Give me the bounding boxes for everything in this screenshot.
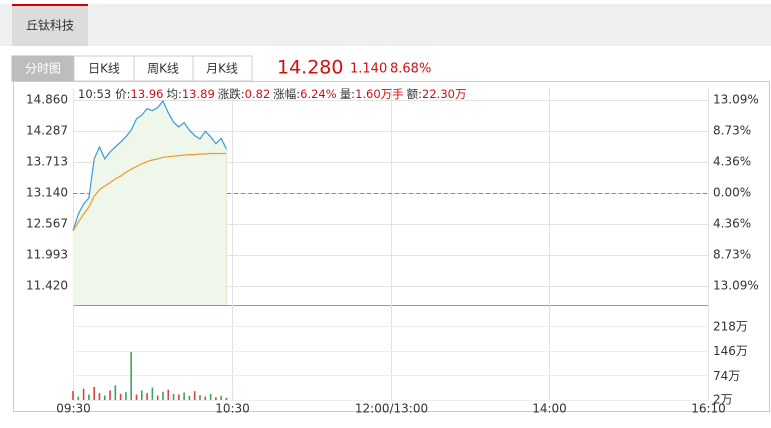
volume-bar (188, 395, 191, 400)
volume-bar (114, 385, 117, 400)
y-tick-label: 74万 (713, 369, 740, 383)
tab-label[interactable]: 日K线 (88, 62, 120, 76)
volume-bar (130, 351, 133, 400)
volume-bar (88, 394, 90, 400)
y-tick-label: 11.993 (26, 248, 68, 262)
volume-bar (140, 390, 143, 400)
volume-bar (72, 391, 74, 400)
info-value: 0.82 (245, 87, 271, 101)
tab-label[interactable]: 分时图 (25, 62, 61, 76)
volume-bar (109, 390, 111, 400)
change-percent: 8.68% (390, 62, 431, 77)
x-tick-label: 12:00/13:00 (355, 402, 428, 416)
volume-bar (220, 395, 222, 400)
tab-label[interactable]: 月K线 (206, 62, 238, 76)
tab-daily[interactable] (73, 55, 135, 82)
volume-bar (209, 393, 212, 400)
x-tick-label: 16:10 (691, 402, 726, 416)
info-label: 涨跌: (218, 87, 245, 101)
series-line (72, 99, 228, 232)
y2-tick-label: 4.36% (713, 154, 751, 168)
volume-bar (172, 393, 175, 400)
y-tick-label: 146万 (713, 344, 748, 358)
stock-name: 丘钛科技 (26, 18, 74, 33)
volume-bar (225, 397, 228, 400)
price: 14.280 (277, 57, 343, 79)
top-bar (0, 4, 771, 46)
volume-bar (119, 393, 122, 400)
x-tick-label: 14:00 (532, 402, 567, 416)
info-label: 额: (407, 87, 422, 101)
y2-tick-label: 4.36% (713, 216, 751, 230)
y-tick-label: 11.420 (26, 279, 68, 293)
volume-bar (178, 394, 180, 400)
volume-bar (82, 388, 85, 400)
volume-bar (199, 395, 201, 400)
x-tick-label: 10:30 (215, 402, 250, 416)
y2-tick-label: 13.09% (713, 92, 759, 106)
info-value: 1.60万手 (355, 87, 404, 101)
info-label: 量: (340, 87, 355, 101)
info-label: 均: (166, 87, 181, 101)
volume-bar (125, 392, 127, 400)
y-tick-label: 13.713 (26, 154, 68, 168)
chart-frame (13, 81, 770, 412)
volume-bar (93, 386, 95, 400)
info-label: 价: (115, 87, 130, 101)
series-line (72, 152, 227, 232)
x-tick-label: 09:30 (56, 402, 91, 416)
price-area (73, 101, 227, 305)
y2-tick-label: 13.09% (713, 279, 759, 293)
y-tick-label: 14.860 (26, 92, 68, 106)
volume-bar (146, 393, 148, 400)
volume-bar (135, 394, 138, 400)
volume-bar (103, 395, 106, 400)
change: 1.140 (350, 62, 387, 77)
tab-intraday[interactable] (11, 55, 75, 82)
info-value: 22.30万 (422, 87, 466, 101)
y2-tick-label: 0.00% (713, 185, 751, 199)
y-tick-label: 2万 (713, 393, 733, 407)
volume-bar (183, 392, 185, 400)
y-tick-label: 218万 (713, 319, 748, 333)
volume-bar (156, 395, 159, 400)
y-tick-label: 14.287 (26, 123, 68, 137)
volume-bar (98, 393, 101, 400)
y2-tick-label: 8.73% (713, 248, 751, 262)
volume-bar (193, 391, 196, 400)
info-value: 13.96 (131, 87, 164, 101)
info-label: 涨幅: (273, 87, 300, 101)
volume-bar (77, 396, 80, 400)
tab-weekly[interactable] (133, 55, 194, 82)
volume-bar (162, 391, 164, 400)
volume-bar (151, 387, 154, 400)
volume-bar (204, 396, 207, 400)
y2-tick-label: 8.73% (713, 123, 751, 137)
info-line: 10:53 价:13.96 均:13.89 涨跌:0.82 涨幅:6.24% 量:1.60… (78, 87, 466, 101)
volume-bar (215, 397, 217, 400)
info-value: 6.24% (300, 87, 337, 101)
y-tick-label: 12.567 (26, 216, 68, 230)
info-time: 10:53 (78, 87, 111, 101)
y-tick-label: 13.140 (26, 185, 68, 199)
tab-label[interactable]: 周K线 (147, 62, 179, 76)
stock-tab[interactable] (12, 4, 88, 46)
info-value: 13.89 (182, 87, 215, 101)
volume-bar (167, 389, 170, 400)
tab-accent (12, 4, 88, 6)
